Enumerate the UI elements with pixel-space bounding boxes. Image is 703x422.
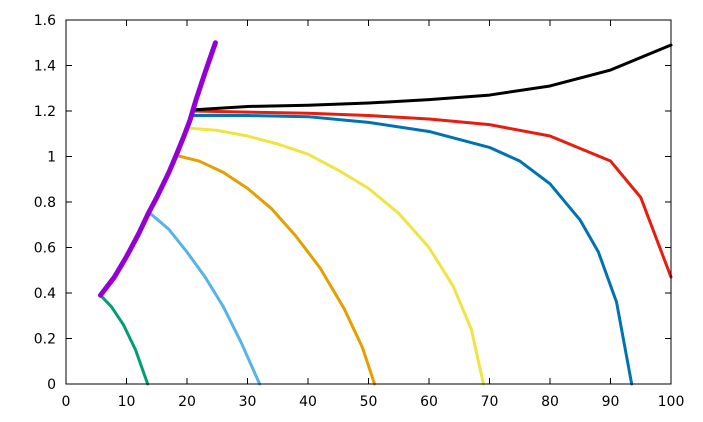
y-tick-label: 0.6 (34, 241, 56, 257)
x-tick-label: 90 (602, 394, 620, 410)
x-tick-label: 20 (178, 394, 196, 410)
x-axis: 0 10 20 30 40 50 60 70 80 90 100 (62, 20, 685, 410)
y-tick-label: 1.2 (34, 104, 56, 120)
y-tick-label: 0.2 (34, 332, 56, 348)
series-line-3 (174, 153, 377, 386)
series-line-2 (147, 210, 262, 386)
x-tick-label: 70 (481, 394, 499, 410)
x-tick-label: 80 (541, 394, 559, 410)
x-tick-label: 10 (118, 394, 136, 410)
series-layer (97, 40, 673, 386)
x-tick-label: 40 (299, 394, 317, 410)
x-tick-label: 30 (239, 394, 257, 410)
y-axis: 0 0.2 0.4 0.6 0.8 1 1.2 1.4 1.6 (34, 13, 671, 393)
y-tick-label: 0.8 (34, 195, 56, 211)
series-line-6 (191, 109, 673, 279)
y-tick-label: 1.6 (34, 13, 56, 29)
x-tick-label: 100 (658, 394, 685, 410)
x-tick-label: 60 (420, 394, 438, 410)
x-tick-label: 0 (62, 394, 71, 410)
series-line-5 (191, 114, 634, 386)
series-line-8 (97, 40, 218, 298)
x-tick-label: 50 (360, 394, 378, 410)
series-line-1 (98, 293, 150, 386)
series-line-4 (186, 126, 485, 386)
y-tick-label: 0 (47, 377, 56, 393)
y-tick-label: 1 (47, 150, 56, 166)
y-tick-label: 0.4 (34, 286, 56, 302)
y-tick-label: 1.4 (34, 59, 56, 75)
series-line-7 (191, 43, 673, 112)
